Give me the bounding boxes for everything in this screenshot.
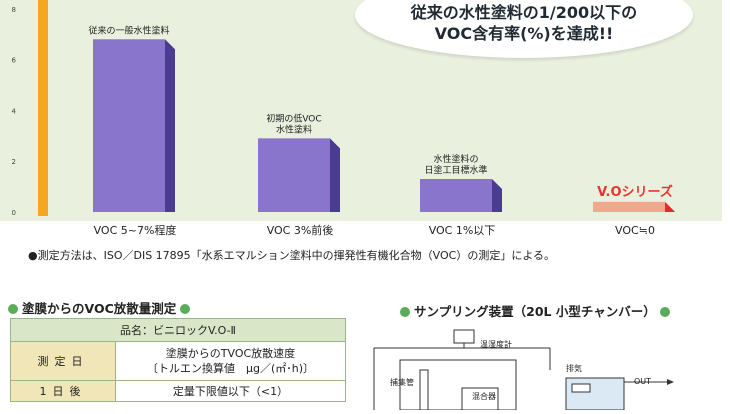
x-tick-label: VOC 1%以下 [429, 224, 496, 237]
bar-side-2 [330, 138, 340, 212]
trap-label: 捕集管 [390, 378, 414, 387]
table-product-row: 品名：ビニロックV.O-Ⅱ [10, 318, 346, 342]
emission-title-text: 塗膜からのVOC放散量測定 [22, 301, 177, 316]
bar-label-3: 日塗工目標水準 [424, 164, 487, 176]
bar-side-3 [492, 178, 502, 212]
header-value: 塗膜からのTVOC放散速度 〔トルエン換算値 μg／(㎡･h)〕 [115, 341, 346, 381]
bar-4 [593, 201, 665, 212]
axis-accent-bar [38, 0, 48, 216]
bar-label-2: 初期の低VOC [266, 112, 321, 124]
header-value-line-2: 〔トルエン換算値 μg／(㎡･h)〕 [146, 362, 315, 375]
x-tick-label: VOC≒0 [615, 224, 655, 237]
y-tick-label: 6 [12, 57, 17, 65]
header-label: 測定日 [10, 341, 116, 381]
callout-line-1: 従来の水性塗料の1/200以下の [410, 3, 638, 22]
bullet-dot-icon [8, 304, 18, 314]
row-value: 定量下限値以下（<1） [115, 380, 346, 402]
mixer-label: 混合器 [472, 392, 496, 401]
apparatus-title-text: サンプリング装置（20L 小型チャンバー） [414, 304, 656, 319]
table-header-row: 測定日 塗膜からのTVOC放散速度 〔トルエン換算値 μg／(㎡･h)〕 [10, 341, 346, 381]
apparatus-drawing [373, 329, 674, 411]
bar-1 [93, 39, 165, 212]
bar-3 [420, 178, 492, 212]
callout-line-2: VOC含有率(%)を達成!! [434, 24, 614, 43]
bullet-dot-icon [659, 307, 670, 317]
row-label: 1日後 [10, 380, 116, 402]
y-tick-label: 2 [12, 158, 16, 166]
y-tick-label: 4 [12, 107, 17, 115]
bar-label-1: 従来の一般水性塗料 [88, 24, 169, 36]
bar-side-4 [665, 201, 675, 212]
table-row: 1日後 定量下限値以下（<1） [10, 380, 346, 402]
apparatus-section-title: サンプリング装置（20L 小型チャンバー） [396, 301, 674, 320]
measurement-note: ●測定方法は、ISO／DIS 17895「水系エマルション塗料中の揮発性有機化合… [28, 249, 556, 262]
out-label: OUT [634, 377, 652, 386]
x-tick-label: VOC 3%前後 [267, 223, 334, 237]
y-tick-label: 8 [12, 6, 16, 14]
sampling-apparatus-diagram: 温湿度計 排気 OUT 捕集管 混合器 [372, 320, 692, 414]
bar-label-3: 水性塗料の [433, 153, 478, 165]
y-tick-label: 0 [12, 209, 16, 217]
x-tick-label: VOC 5~7%程度 [94, 223, 177, 237]
bar-2 [258, 138, 330, 212]
bar-label-4: V.Oシリーズ [597, 184, 673, 200]
product-name: 品名：ビニロックV.O-Ⅱ [10, 318, 346, 342]
emission-table: 品名：ビニロックV.O-Ⅱ 測定日 塗膜からのTVOC放散速度 〔トルエン換算値… [10, 318, 346, 402]
bullet-dot-icon [400, 307, 410, 317]
bar-side-1 [165, 39, 175, 212]
header-value-line-1: 塗膜からのTVOC放散速度 [165, 347, 296, 360]
bar-label-2: 水性塗料 [276, 123, 312, 135]
bullet-dot-icon [180, 304, 191, 314]
thermo-label: 温湿度計 [480, 340, 512, 349]
emission-section-title: 塗膜からのVOC放散量測定 [4, 298, 194, 317]
exhaust-label: 排気 [566, 364, 582, 373]
